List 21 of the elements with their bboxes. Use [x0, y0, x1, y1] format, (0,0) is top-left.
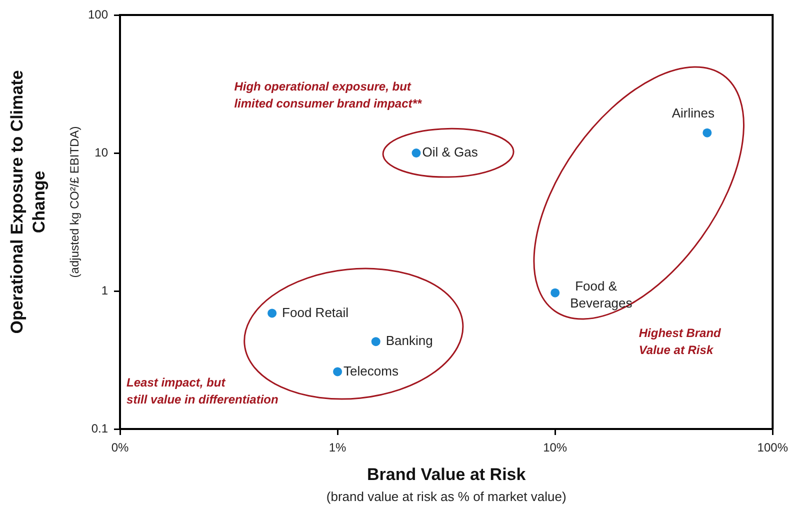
- x-tick-label: 100%: [757, 440, 788, 455]
- y-tick-label: 100: [88, 7, 108, 22]
- series-label: Food & Beverages: [570, 278, 633, 310]
- series-label: Food Retail: [282, 304, 349, 320]
- x-tick-label: 0%: [111, 440, 129, 455]
- y-axis-title: Operational Exposure to Climate Change: [8, 70, 49, 334]
- annotation: High operational exposure, but limited consumer brand impact**: [234, 80, 423, 111]
- x-tick-label: 10%: [543, 440, 568, 455]
- series-label: Banking: [386, 333, 433, 348]
- text: (brand value at risk as % of market value): [326, 489, 566, 504]
- x-axis-title: Brand Value at Risk: [366, 465, 526, 484]
- y-tick-label: 1: [101, 283, 108, 298]
- series-label: Oil & Gas: [422, 144, 478, 160]
- y-tick-label: 10: [94, 145, 108, 160]
- x-tick-label: 1%: [328, 440, 347, 455]
- text: (adjusted kg CO²/£ EBITDA): [67, 126, 82, 278]
- annotation: Least impact, but still value in differentiation: [126, 376, 278, 407]
- series-label: Airlines: [672, 105, 715, 120]
- annotation: Highest Brand Value at Risk: [638, 326, 722, 357]
- series-label: Telecoms: [344, 363, 399, 378]
- y-tick-label: 0.1: [91, 421, 108, 436]
